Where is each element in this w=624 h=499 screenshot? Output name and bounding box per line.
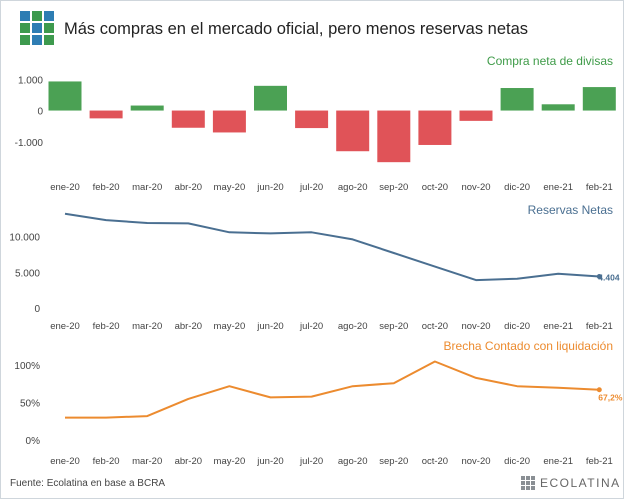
x-tick-label: jul-20	[299, 456, 323, 467]
x-tick-label: dic-20	[504, 321, 530, 332]
logo-square	[32, 11, 42, 21]
x-tick-label: ago-20	[338, 321, 368, 332]
x-tick-label: oct-20	[422, 182, 448, 193]
y-tick-label: 0	[37, 107, 43, 118]
brand-mark-icon	[521, 476, 535, 490]
x-tick-label: jul-20	[299, 321, 323, 332]
logo-square	[44, 11, 54, 21]
x-tick-label: feb-21	[586, 182, 613, 193]
series-line	[65, 360, 600, 419]
last-value-label: 4.404	[598, 273, 620, 283]
logo-square	[20, 11, 30, 21]
x-tick-label: ene-20	[50, 456, 80, 467]
x-tick-label: nov-20	[461, 456, 490, 467]
logo-square	[32, 35, 42, 45]
y-tick-label: 1.000	[18, 75, 43, 86]
brand-mark-square	[531, 481, 535, 485]
last-point	[596, 274, 602, 280]
x-tick-label: ene-20	[50, 321, 80, 332]
logo-square	[32, 23, 42, 33]
chart-title: Brecha Contado con liquidación	[444, 339, 613, 353]
bar	[212, 110, 246, 133]
bar	[459, 110, 493, 121]
x-tick-label: oct-20	[422, 321, 448, 332]
brand-mark-square	[531, 486, 535, 490]
bar	[500, 88, 534, 111]
x-tick-label: may-20	[214, 182, 246, 193]
bar	[130, 105, 164, 111]
x-tick-label: ene-21	[543, 456, 573, 467]
x-tick-label: may-20	[214, 321, 246, 332]
chart-title: Reservas Netas	[528, 203, 613, 217]
x-tick-label: jun-20	[256, 456, 283, 467]
logo-square	[44, 23, 54, 33]
x-tick-label: mar-20	[132, 182, 162, 193]
charts-canvas: Compra neta de divisas 1.000 0 -1.000 ene-20…	[9, 54, 623, 467]
x-tick-label: feb-21	[586, 321, 613, 332]
brand-name: ECOLATINA	[540, 476, 621, 490]
x-tick-label: sep-20	[379, 321, 408, 332]
brand-mark-square	[526, 476, 530, 480]
x-tick-label: jun-20	[256, 321, 283, 332]
bar	[295, 110, 329, 129]
logo-square	[44, 35, 54, 45]
x-tick-label: ago-20	[338, 182, 368, 193]
bar	[48, 81, 82, 111]
x-tick-label: oct-20	[422, 456, 448, 467]
x-tick-label: dic-20	[504, 456, 530, 467]
last-value-label: 67,2%	[598, 393, 623, 403]
y-tick-label: -1.000	[15, 138, 44, 149]
y-tick-label: 0	[34, 304, 40, 315]
brand-mark-square	[521, 476, 525, 480]
x-tick-label: abr-20	[175, 182, 202, 193]
x-tick-label: jun-20	[256, 182, 283, 193]
bar	[171, 110, 205, 128]
x-tick-label: ene-21	[543, 321, 573, 332]
logo-square	[20, 23, 30, 33]
x-tick-label: sep-20	[379, 182, 408, 193]
logo-square	[20, 35, 30, 45]
x-tick-label: ene-21	[543, 182, 573, 193]
x-tick-label: ene-20	[50, 182, 80, 193]
bar	[254, 85, 287, 111]
x-tick-label: may-20	[214, 456, 246, 467]
x-tick-label: mar-20	[132, 456, 162, 467]
y-tick-label: 10.000	[9, 233, 40, 244]
bar	[336, 110, 370, 152]
x-tick-label: feb-20	[93, 456, 120, 467]
brand: ECOLATINA	[521, 476, 621, 490]
x-tick-label: feb-21	[586, 456, 613, 467]
bar	[582, 87, 616, 111]
chart-title: Compra neta de divisas	[487, 54, 613, 68]
page-title: Más compras en el mercado oficial, pero …	[64, 20, 529, 38]
bar	[89, 110, 123, 119]
brand-mark-square	[521, 481, 525, 485]
y-tick-label: 50%	[20, 399, 40, 410]
brand-mark-square	[531, 476, 535, 480]
y-tick-label: 5.000	[15, 268, 40, 279]
series-line	[64, 212, 600, 282]
x-tick-label: nov-20	[461, 182, 490, 193]
x-tick-label: abr-20	[175, 456, 202, 467]
x-tick-label: abr-20	[175, 321, 202, 332]
x-tick-label: dic-20	[504, 182, 530, 193]
x-tick-label: feb-20	[93, 182, 120, 193]
x-tick-label: sep-20	[379, 456, 408, 467]
y-tick-label: 0%	[26, 436, 41, 447]
brand-mark-square	[526, 486, 530, 490]
x-tick-label: nov-20	[461, 321, 490, 332]
source-note: Fuente: Ecolatina en base a BCRA	[10, 478, 166, 489]
brand-mark-square	[526, 481, 530, 485]
x-tick-label: jul-20	[299, 182, 323, 193]
bar	[541, 104, 575, 111]
grid-logo-icon	[20, 11, 54, 45]
x-tick-label: feb-20	[93, 321, 120, 332]
bar	[418, 110, 452, 145]
y-tick-label: 100%	[14, 361, 40, 372]
last-point	[596, 387, 602, 393]
x-tick-label: mar-20	[132, 321, 162, 332]
x-tick-label: ago-20	[338, 456, 368, 467]
brand-mark-square	[521, 486, 525, 490]
bar	[377, 110, 411, 163]
